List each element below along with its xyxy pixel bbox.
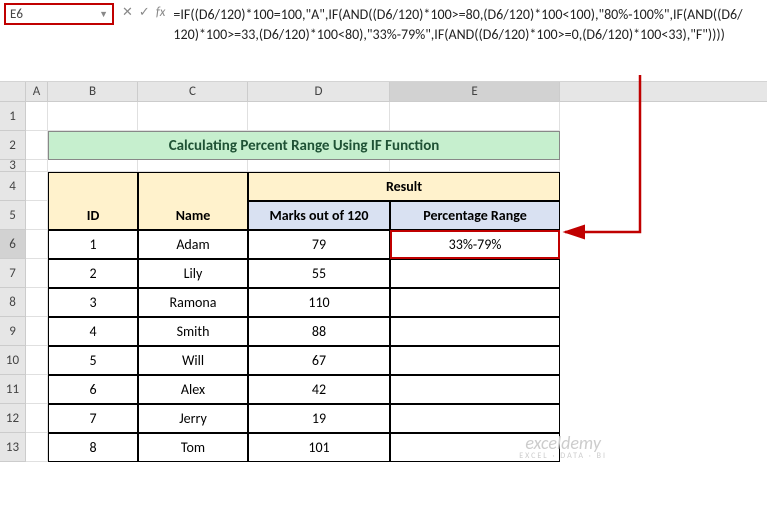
check-icon[interactable]: ✓ [139, 5, 150, 20]
cell-C10[interactable]: Will [138, 346, 248, 375]
cell-E13[interactable] [390, 433, 560, 462]
header-id[interactable] [48, 172, 138, 201]
cell-D7[interactable]: 55 [248, 259, 390, 288]
cell-E12[interactable] [390, 404, 560, 433]
cell-B7[interactable]: 2 [48, 259, 138, 288]
cell-A6[interactable] [26, 230, 48, 259]
row-header-5[interactable]: 5 [0, 201, 26, 230]
cell-B11[interactable]: 6 [48, 375, 138, 404]
cell-D1[interactable] [248, 102, 390, 131]
cell-A4[interactable] [26, 172, 48, 201]
cell-E7[interactable] [390, 259, 560, 288]
cancel-icon[interactable]: ✕ [122, 5, 133, 20]
column-headers: A B C D E [0, 82, 767, 102]
formula-bar: E6 ▼ ✕ ✓ fx =IF((D6/120)*100=100,"A",IF(… [0, 0, 767, 82]
name-box[interactable]: E6 ▼ [4, 3, 114, 25]
row-header-8[interactable]: 8 [0, 288, 26, 317]
cell-E3[interactable] [390, 160, 560, 172]
cell-C13[interactable]: Tom [138, 433, 248, 462]
cell-B9[interactable]: 4 [48, 317, 138, 346]
cell-A3[interactable] [26, 160, 48, 172]
cell-A8[interactable] [26, 288, 48, 317]
cell-C6[interactable]: Adam [138, 230, 248, 259]
header-range[interactable]: Percentage Range [390, 201, 560, 230]
cell-D11[interactable]: 42 [248, 375, 390, 404]
cell-A1[interactable] [26, 102, 48, 131]
header-marks[interactable]: Marks out of 120 [248, 201, 390, 230]
spreadsheet-grid: A B C D E 1 2 Calculating Percent Range … [0, 82, 767, 462]
cell-C9[interactable]: Smith [138, 317, 248, 346]
row-header-13[interactable]: 13 [0, 433, 26, 462]
cell-D8[interactable]: 110 [248, 288, 390, 317]
cell-D13[interactable]: 101 [248, 433, 390, 462]
cell-B13[interactable]: 8 [48, 433, 138, 462]
cell-D9[interactable]: 88 [248, 317, 390, 346]
cell-A13[interactable] [26, 433, 48, 462]
cell-B10[interactable]: 5 [48, 346, 138, 375]
row-header-1[interactable]: 1 [0, 102, 26, 131]
cell-B3[interactable] [48, 160, 138, 172]
col-header-C[interactable]: C [138, 82, 248, 101]
cell-C8[interactable]: Ramona [138, 288, 248, 317]
row-header-6[interactable]: 6 [0, 230, 26, 259]
cell-D10[interactable]: 67 [248, 346, 390, 375]
row-header-10[interactable]: 10 [0, 346, 26, 375]
header-name-2[interactable]: Name [138, 201, 248, 230]
cell-C1[interactable] [138, 102, 248, 131]
name-box-value: E6 [10, 7, 99, 22]
cell-B8[interactable]: 3 [48, 288, 138, 317]
col-header-B[interactable]: B [48, 82, 138, 101]
cell-E8[interactable] [390, 288, 560, 317]
cell-E10[interactable] [390, 346, 560, 375]
cell-A10[interactable] [26, 346, 48, 375]
select-all-cell[interactable] [0, 82, 26, 101]
col-header-E[interactable]: E [390, 82, 560, 101]
header-name[interactable] [138, 172, 248, 201]
title-cell[interactable]: Calculating Percent Range Using IF Funct… [48, 131, 560, 160]
cell-C11[interactable]: Alex [138, 375, 248, 404]
row-header-9[interactable]: 9 [0, 317, 26, 346]
row-header-12[interactable]: 12 [0, 404, 26, 433]
cell-B12[interactable]: 7 [48, 404, 138, 433]
cell-C3[interactable] [138, 160, 248, 172]
cell-E11[interactable] [390, 375, 560, 404]
cell-A11[interactable] [26, 375, 48, 404]
cell-A7[interactable] [26, 259, 48, 288]
row-header-3[interactable]: 3 [0, 160, 26, 172]
cell-E9[interactable] [390, 317, 560, 346]
cell-A9[interactable] [26, 317, 48, 346]
cell-E1[interactable] [390, 102, 560, 131]
fx-icon[interactable]: fx [156, 5, 166, 20]
cell-A5[interactable] [26, 201, 48, 230]
chevron-down-icon[interactable]: ▼ [99, 9, 108, 20]
cell-A12[interactable] [26, 404, 48, 433]
cell-D12[interactable]: 19 [248, 404, 390, 433]
cell-D3[interactable] [248, 160, 390, 172]
formula-text[interactable]: =IF((D6/120)*100=100,"A",IF(AND((D6/120)… [173, 3, 763, 45]
cell-B6[interactable]: 1 [48, 230, 138, 259]
col-header-A[interactable]: A [26, 82, 48, 101]
formula-bar-icons: ✕ ✓ fx [122, 3, 165, 20]
col-header-D[interactable]: D [248, 82, 390, 101]
cell-C12[interactable]: Jerry [138, 404, 248, 433]
row-header-2[interactable]: 2 [0, 131, 26, 160]
header-id-2[interactable]: ID [48, 201, 138, 230]
row-header-11[interactable]: 11 [0, 375, 26, 404]
cell-C7[interactable]: Lily [138, 259, 248, 288]
row-header-7[interactable]: 7 [0, 259, 26, 288]
cell-E6[interactable]: 33%-79% [390, 230, 560, 259]
rows-container: 1 2 Calculating Percent Range Using IF F… [0, 102, 767, 462]
cell-D6[interactable]: 79 [248, 230, 390, 259]
row-header-4[interactable]: 4 [0, 172, 26, 201]
cell-B1[interactable] [48, 102, 138, 131]
header-result[interactable]: Result [248, 172, 560, 201]
cell-A2[interactable] [26, 131, 48, 160]
